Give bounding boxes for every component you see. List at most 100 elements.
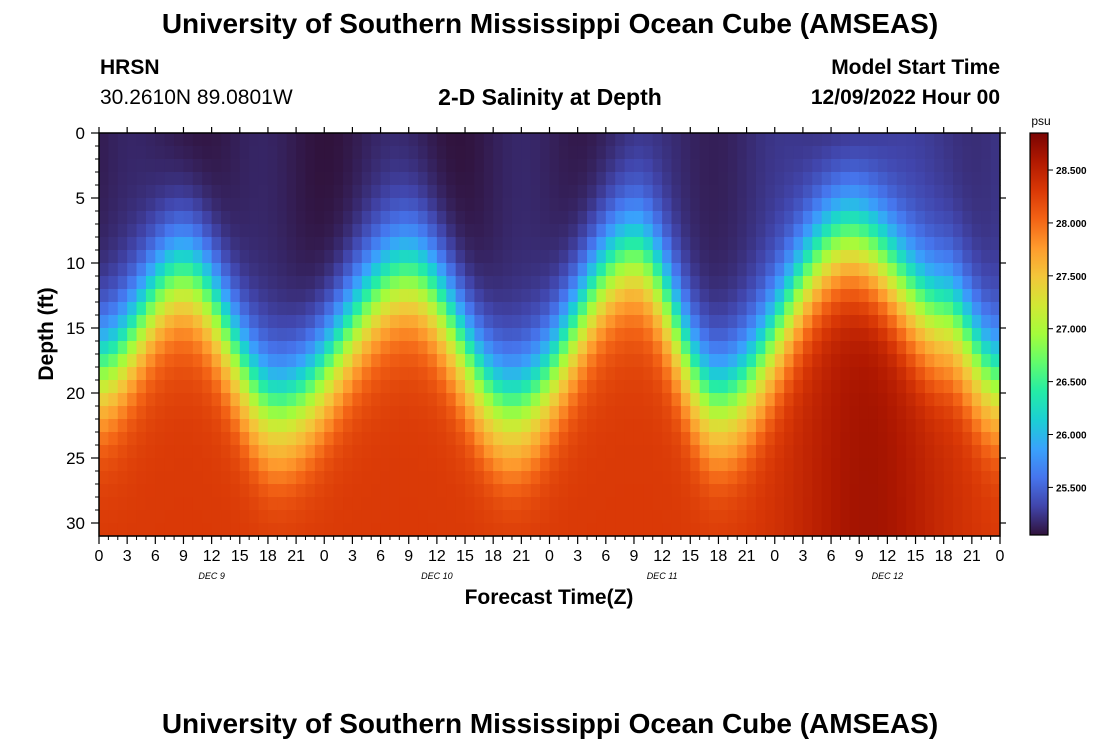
heatmap-cell xyxy=(192,497,203,511)
heatmap-cell xyxy=(737,406,748,420)
heatmap-cell xyxy=(155,354,166,368)
heatmap-cell xyxy=(887,263,898,277)
heatmap-cell xyxy=(549,445,560,459)
heatmap-cell xyxy=(183,406,194,420)
heatmap-cell xyxy=(953,380,964,394)
heatmap-cell xyxy=(249,419,260,433)
heatmap-cell xyxy=(981,289,992,303)
heatmap-cell xyxy=(192,250,203,264)
heatmap-cell xyxy=(577,458,588,472)
heatmap-cell xyxy=(915,354,926,368)
heatmap-cell xyxy=(793,497,804,511)
heatmap-cell xyxy=(296,432,307,446)
heatmap-cell xyxy=(465,159,476,173)
heatmap-cell xyxy=(296,406,307,420)
x-tick-label: 9 xyxy=(855,548,864,565)
heatmap-cell xyxy=(774,172,785,186)
heatmap-cell xyxy=(784,211,795,225)
heatmap-cell xyxy=(99,159,109,173)
heatmap-cell xyxy=(249,380,260,394)
heatmap-cell xyxy=(127,484,138,498)
heatmap-cell xyxy=(934,458,945,472)
heatmap-cell xyxy=(286,185,297,199)
heatmap-cell xyxy=(202,250,213,264)
heatmap-cell xyxy=(427,302,438,316)
heatmap-cell xyxy=(859,419,870,433)
heatmap-cell xyxy=(596,432,607,446)
heatmap-cell xyxy=(699,458,710,472)
heatmap-cell xyxy=(624,185,635,199)
heatmap-cell xyxy=(239,354,250,368)
heatmap-cell xyxy=(352,458,363,472)
heatmap-cell xyxy=(418,484,429,498)
heatmap-cell xyxy=(868,393,879,407)
heatmap-cell xyxy=(455,406,466,420)
heatmap-cell xyxy=(174,250,185,264)
heatmap-cell xyxy=(727,159,738,173)
heatmap-cell xyxy=(136,133,147,147)
heatmap-cell xyxy=(605,510,616,524)
heatmap-cell xyxy=(408,263,419,277)
heatmap-cell xyxy=(296,419,307,433)
heatmap-cell xyxy=(99,432,109,446)
heatmap-cell xyxy=(896,484,907,498)
heatmap-cell xyxy=(267,432,278,446)
heatmap-cell xyxy=(746,419,757,433)
heatmap-cell xyxy=(774,328,785,342)
heatmap-cell xyxy=(296,289,307,303)
heatmap-cell xyxy=(314,497,325,511)
heatmap-cell xyxy=(436,198,447,212)
colorbar-gradient xyxy=(1029,132,1049,536)
heatmap-cell xyxy=(108,172,119,186)
heatmap-cell xyxy=(615,367,626,381)
heatmap-cell xyxy=(455,328,466,342)
heatmap-cell xyxy=(755,133,766,147)
heatmap-cell xyxy=(887,185,898,199)
heatmap-cell xyxy=(145,432,156,446)
heatmap-cell xyxy=(943,237,954,251)
heatmap-cell xyxy=(887,237,898,251)
heatmap-cell xyxy=(361,289,372,303)
heatmap-cell xyxy=(174,237,185,251)
heatmap-cell xyxy=(314,484,325,498)
heatmap-cell xyxy=(455,146,466,160)
heatmap-cell xyxy=(436,237,447,251)
heatmap-cell xyxy=(831,211,842,225)
heatmap-cell xyxy=(971,510,982,524)
heatmap-cell xyxy=(840,276,851,290)
heatmap-cell xyxy=(211,159,222,173)
heatmap-cell xyxy=(896,471,907,485)
heatmap-cell xyxy=(361,341,372,355)
heatmap-cell xyxy=(812,471,823,485)
heatmap-cell xyxy=(859,276,870,290)
heatmap-cell xyxy=(502,237,513,251)
heatmap-cell xyxy=(868,341,879,355)
heatmap-cell xyxy=(915,159,926,173)
heatmap-cell xyxy=(446,432,457,446)
heatmap-cell xyxy=(249,250,260,264)
heatmap-cell xyxy=(831,237,842,251)
heatmap-cell xyxy=(436,354,447,368)
heatmap-cell xyxy=(812,484,823,498)
heatmap-cell xyxy=(615,185,626,199)
heatmap-cell xyxy=(906,172,917,186)
heatmap-cell xyxy=(859,380,870,394)
heatmap-cell xyxy=(737,419,748,433)
heatmap-cell xyxy=(568,185,579,199)
heatmap-cell xyxy=(99,510,109,524)
heatmap-cell xyxy=(774,432,785,446)
heatmap-cell xyxy=(727,354,738,368)
heatmap-cell xyxy=(314,198,325,212)
heatmap-cell xyxy=(164,354,175,368)
heatmap-cell xyxy=(164,458,175,472)
heatmap-cell xyxy=(183,185,194,199)
heatmap-cell xyxy=(371,185,382,199)
heatmap-cell xyxy=(540,185,551,199)
heatmap-cell xyxy=(155,367,166,381)
heatmap-cell xyxy=(389,523,400,537)
heatmap-cell xyxy=(192,315,203,329)
heatmap-cell xyxy=(587,198,598,212)
heatmap-cell xyxy=(418,224,429,238)
heatmap-cell xyxy=(502,484,513,498)
heatmap-cell xyxy=(389,367,400,381)
